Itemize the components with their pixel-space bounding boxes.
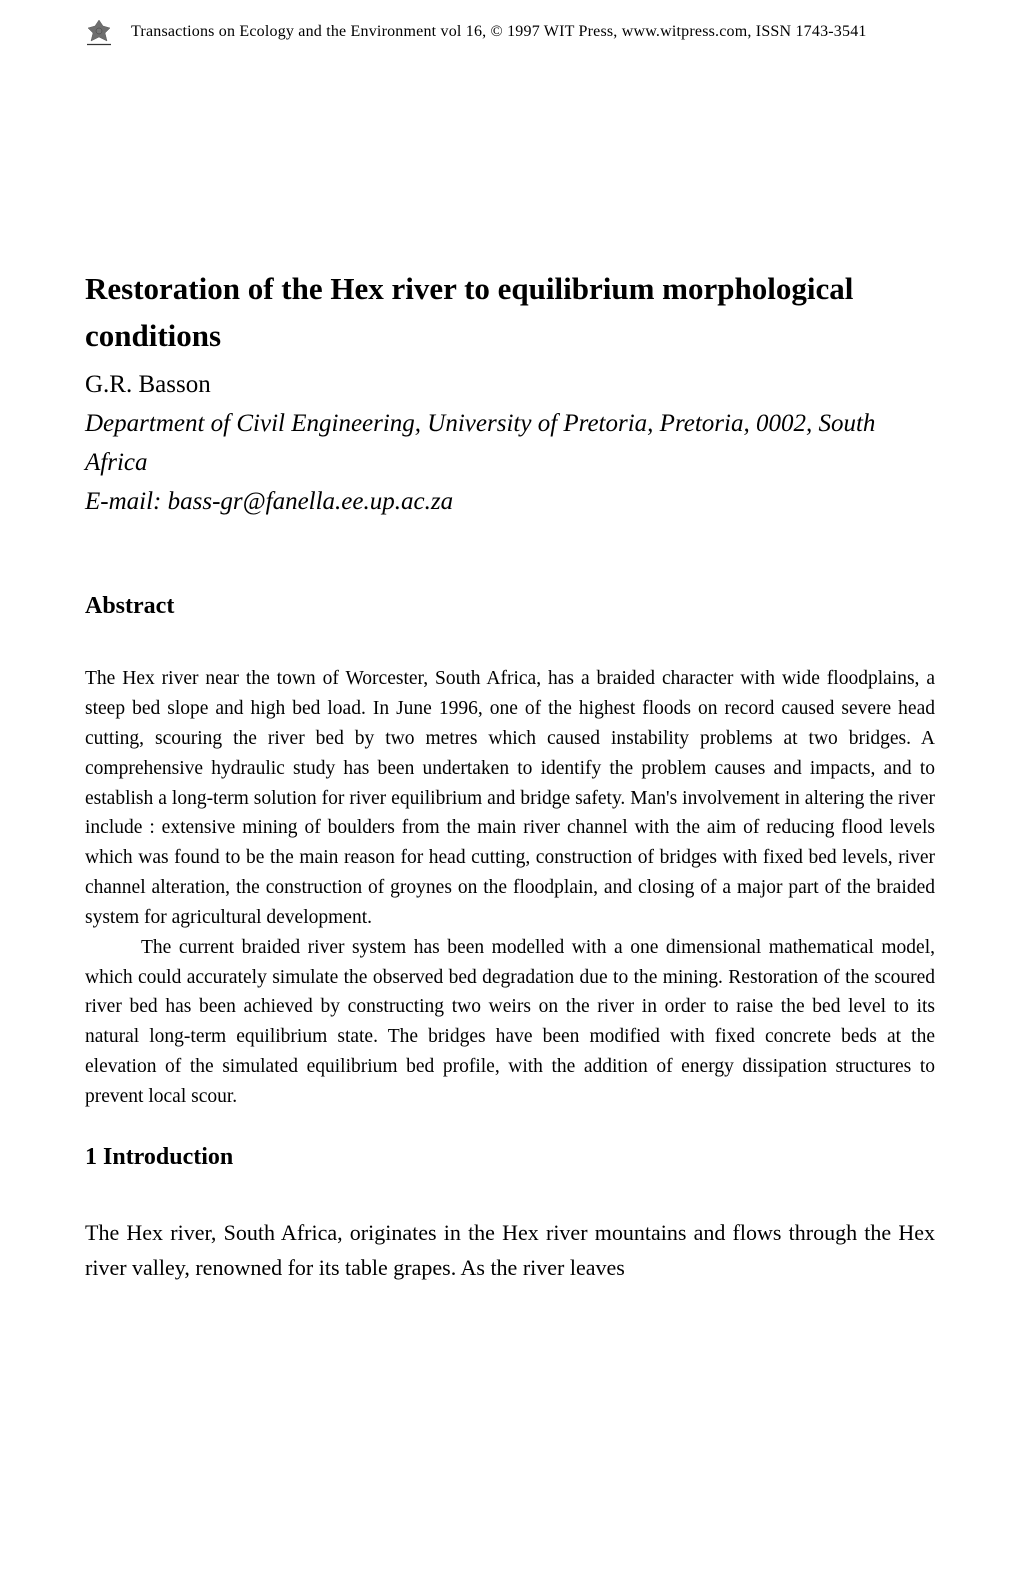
- page: Transactions on Ecology and the Environm…: [0, 0, 1020, 1594]
- abstract-paragraph-1: The Hex river near the town of Worcester…: [85, 668, 935, 928]
- affiliation-dept: Department of Civil Engineering, Univers…: [85, 410, 875, 476]
- abstract-heading: Abstract: [85, 593, 935, 620]
- abstract-body: The Hex river near the town of Worcester…: [85, 664, 935, 1111]
- running-header-text: Transactions on Ecology and the Environm…: [131, 23, 867, 41]
- introduction-paragraph-1: The Hex river, South Africa, originates …: [85, 1215, 935, 1286]
- affiliation-email: E-mail: bass-gr@fanella.ee.up.ac.za: [85, 488, 453, 515]
- abstract-paragraph-2: The current braided river system has bee…: [85, 933, 935, 1112]
- author-name: G.R. Basson: [85, 371, 935, 399]
- introduction-heading: 1 Introduction: [85, 1144, 935, 1171]
- publisher-logo-icon: [85, 18, 113, 46]
- author-affiliation: Department of Civil Engineering, Univers…: [85, 405, 935, 521]
- running-header: Transactions on Ecology and the Environm…: [85, 18, 935, 46]
- paper-title: Restoration of the Hex river to equilibr…: [85, 266, 935, 359]
